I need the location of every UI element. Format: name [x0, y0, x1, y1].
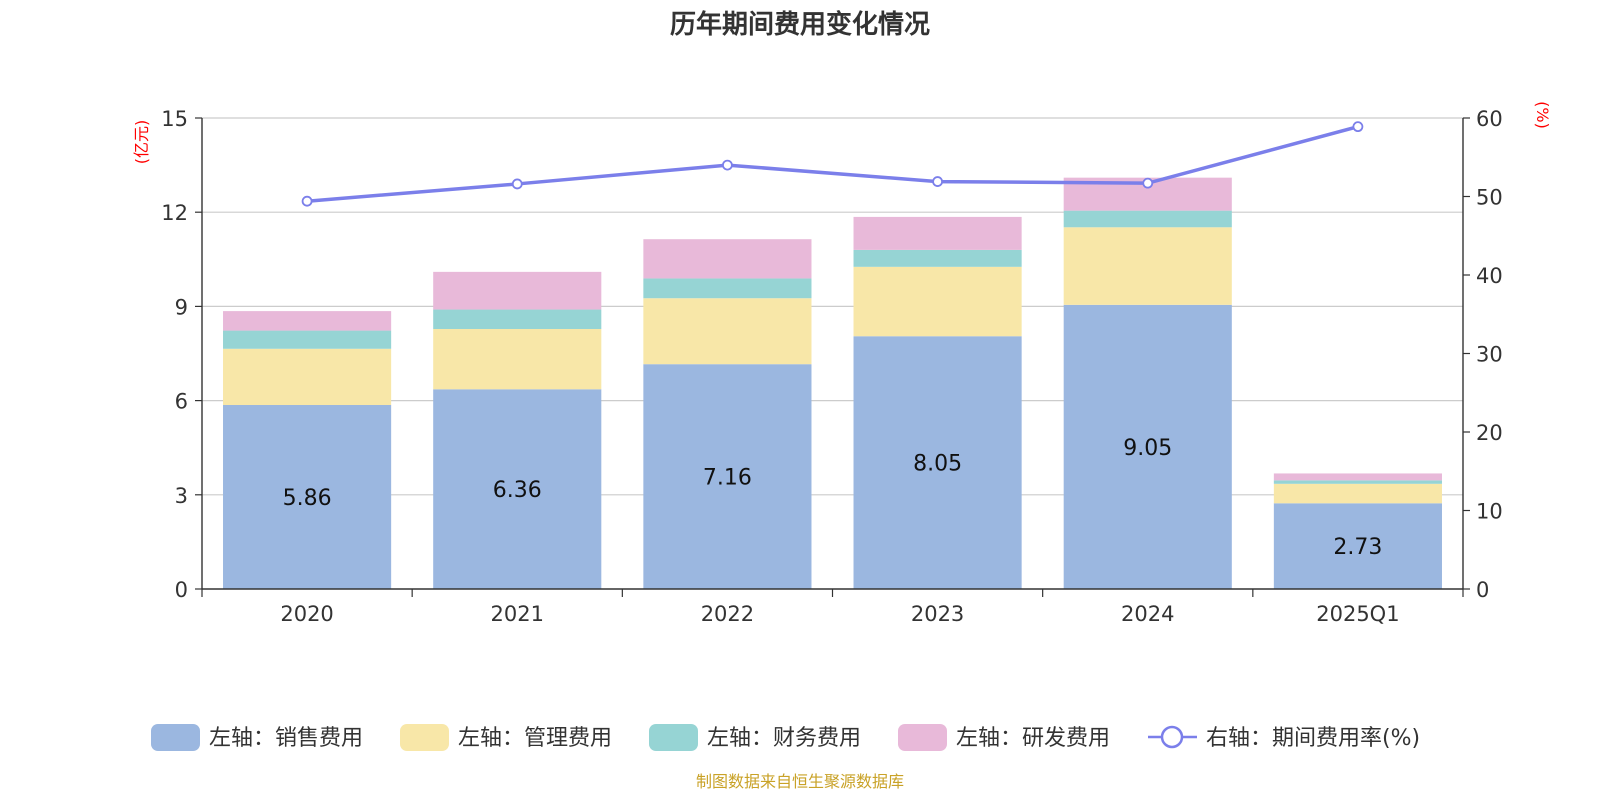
- left-axis-unit: (亿元): [132, 120, 151, 165]
- bar-segment: [853, 216, 1022, 250]
- bar-value-label: 5.86: [283, 486, 332, 511]
- bar-segment: [223, 404, 392, 589]
- legend-swatch: [898, 724, 947, 751]
- legend-label: 右轴：期间费用率(%): [1206, 726, 1420, 751]
- left-tick-label: 3: [175, 484, 188, 508]
- gridlines: [202, 117, 1463, 496]
- legend: 左轴：销售费用 左轴：管理费用 左轴：财务费用 左轴：研发费用 右轴：期间费用率(%): [151, 724, 1420, 751]
- bar-segment: [1273, 483, 1442, 504]
- legend-swatch: [151, 724, 200, 751]
- x-tick-label: 2023: [911, 602, 964, 626]
- bar-segment: [1063, 210, 1232, 228]
- legend-label: 左轴：管理费用: [458, 726, 612, 751]
- bar-segment: [853, 336, 1022, 589]
- bar-segment: [223, 311, 392, 331]
- chart-title: 历年期间费用变化情况: [670, 9, 930, 40]
- bar-segment: [643, 239, 812, 279]
- bar-segment: [223, 348, 392, 405]
- x-tick-label: 2021: [491, 602, 544, 626]
- legend-label: 左轴：财务费用: [707, 726, 861, 751]
- rate-point: [722, 159, 733, 171]
- right-tick-label: 0: [1476, 578, 1489, 602]
- left-tick-label: 15: [161, 107, 188, 131]
- bar-segment: [643, 278, 812, 299]
- right-axis-unit: (%): [1533, 101, 1552, 129]
- left-tick-label: 0: [175, 578, 188, 602]
- rate-point: [511, 178, 523, 190]
- rate-point: [1142, 177, 1154, 189]
- bar-segment: [433, 329, 602, 390]
- bar-segment: [1063, 227, 1232, 305]
- bar-segment: [1063, 304, 1232, 589]
- bar-value-label: 6.36: [493, 478, 542, 503]
- legend-swatch: [400, 724, 449, 751]
- rate-point: [1352, 121, 1364, 133]
- axes: 0 3 6 9 12 15 0 10 20 30 40 50 60 2020 2021 2022 2023 202…: [161, 107, 1502, 626]
- legend-label: 左轴：研发费用: [956, 726, 1110, 751]
- x-tick-label: 2025Q1: [1316, 602, 1399, 626]
- bar-value-label: 9.05: [1123, 436, 1172, 461]
- bar-segment: [433, 389, 602, 589]
- bar-segment: [223, 330, 392, 349]
- bars: [223, 177, 1442, 589]
- source-note: 制图数据来自恒生聚源数据库: [696, 772, 904, 791]
- legend-label: 左轴：销售费用: [209, 726, 363, 751]
- right-tick-label: 60: [1476, 107, 1503, 131]
- bar-segment: [853, 266, 1022, 337]
- bar-value-label: 8.05: [913, 452, 962, 477]
- x-tick-label: 2020: [280, 602, 333, 626]
- left-tick-label: 6: [175, 390, 188, 414]
- bar-value-label: 7.16: [703, 466, 752, 491]
- bar-segment: [853, 249, 1022, 267]
- bar-segment: [433, 309, 602, 330]
- bar-segment: [433, 271, 602, 310]
- right-tick-label: 30: [1476, 343, 1503, 367]
- x-tick-label: 2024: [1121, 602, 1174, 626]
- rate-line: [306, 124, 1359, 203]
- bar-segment: [1273, 473, 1442, 481]
- right-tick-label: 40: [1476, 264, 1503, 288]
- bar-segment: [643, 298, 812, 365]
- line-series: [301, 121, 1364, 207]
- right-tick-label: 50: [1476, 186, 1503, 210]
- rate-point: [932, 176, 943, 187]
- bar-value-label: 2.73: [1333, 535, 1382, 560]
- legend-circle-icon: [1160, 725, 1184, 749]
- legend-swatch: [649, 724, 698, 751]
- bar-segment: [1273, 503, 1442, 589]
- bar-labels: 5.86 6.36 7.16 8.05 9.05 2.73: [283, 436, 1383, 560]
- bar-segment: [643, 364, 812, 589]
- right-tick-label: 10: [1476, 500, 1503, 524]
- left-tick-label: 9: [175, 295, 188, 319]
- x-tick-label: 2022: [701, 602, 754, 626]
- bar-segment: [1273, 480, 1442, 484]
- left-tick-label: 12: [161, 201, 188, 225]
- right-tick-label: 20: [1476, 421, 1503, 445]
- rate-point: [301, 195, 313, 207]
